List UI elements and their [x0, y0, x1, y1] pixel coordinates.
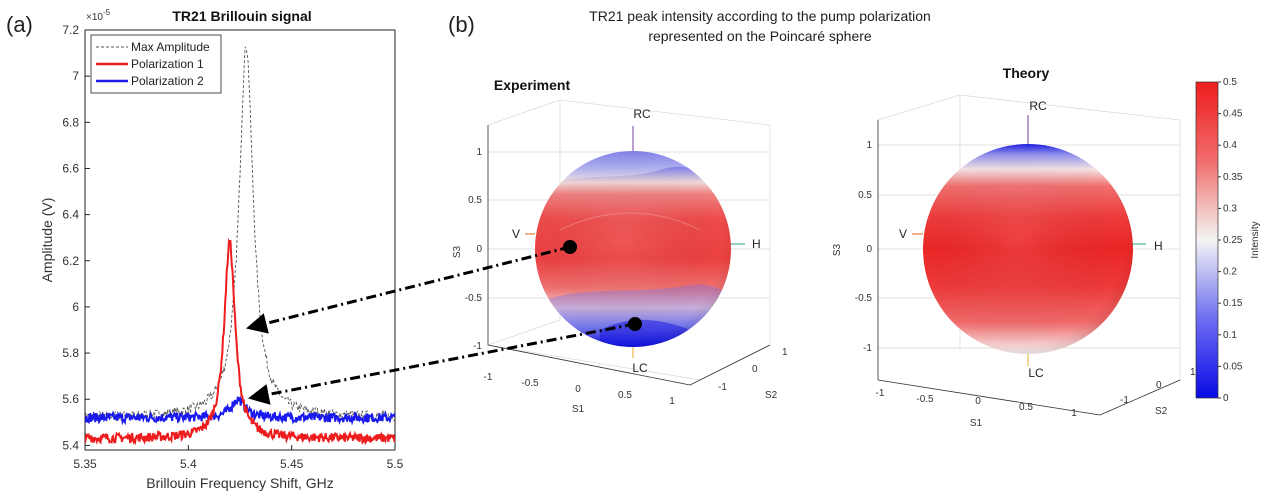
y-tick-label: 6.4: [62, 208, 79, 222]
x-tick-label: 5.35: [73, 457, 97, 471]
series-polarization-2: [85, 396, 395, 426]
y-tick-label: 5.4: [62, 438, 79, 452]
connector-arrows: [245, 245, 636, 405]
exp-s1-tick-neg1: -1: [484, 372, 493, 383]
exp-s3-label: S3: [452, 245, 463, 258]
chart-a-axes: 5.35 5.4 5.45 5.5 5.4 5.6 5.8 6 6.2 6.4 6.6 6.8 7 7.2: [62, 23, 403, 471]
legend-max-amplitude: Max Amplitude: [131, 40, 210, 54]
chart-a-legend: Max Amplitude Polarization 1 Polarizatio…: [90, 34, 222, 94]
theo-s1-tick-neg05: -0.5: [916, 394, 934, 405]
theo-s3-tick-1: 1: [866, 140, 872, 151]
colorbar-tick-label: 0.25: [1223, 235, 1243, 246]
exp-s3-tick-0: 0: [476, 244, 482, 255]
arrow-polarization-1: [245, 245, 571, 334]
theory-sphere-plot: Theory RC LC V H 1: [832, 65, 1196, 429]
series-polarization-1: [85, 237, 395, 446]
colorbar: 0.5 0.45 0.4 0.35 0.3 0.25 0.2 0.15 0.1 0.05 0 Int…: [1195, 77, 1261, 404]
colorbar-tick-label: 0.45: [1223, 109, 1243, 120]
exp-s3-tick-0.5: 0.5: [468, 195, 482, 206]
experiment-sphere-plot: Experiment: [452, 77, 788, 415]
exp-s2-tick-0: 0: [752, 364, 758, 375]
experiment-pole-h: H: [752, 237, 761, 251]
exp-s2-tick--1: -1: [718, 382, 727, 393]
exp-s1-label: S1: [572, 404, 585, 415]
chart-a-title: TR21 Brillouin signal: [172, 8, 311, 24]
colorbar-tick-label: 0: [1223, 393, 1229, 404]
colorbar-tick-label: 0.5: [1223, 77, 1237, 88]
y-tick-label: 6: [72, 300, 79, 314]
exp-s3-tick--0.5: -0.5: [465, 293, 483, 304]
theo-s3-tick--0.5: -0.5: [855, 293, 873, 304]
colorbar-gradient: [1195, 81, 1219, 399]
theory-axes: [877, 120, 1181, 416]
exp-s2-label: S2: [765, 390, 778, 401]
theo-s1-tick-05: 0.5: [1019, 402, 1033, 413]
theo-s1-label: S1: [970, 418, 983, 429]
experiment-axes: [487, 125, 771, 386]
x-tick-label: 5.5: [387, 457, 404, 471]
theo-s3-label: S3: [832, 243, 843, 256]
y-tick-label: 7.2: [62, 23, 79, 37]
theo-s2-tick--1: -1: [1120, 395, 1129, 406]
theory-pole-v: V: [899, 227, 907, 241]
experiment-pole-v: V: [512, 227, 520, 241]
x-tick-label: 5.45: [280, 457, 304, 471]
colorbar-tick-label: 0.2: [1223, 267, 1237, 278]
theory-pole-h: H: [1154, 239, 1163, 253]
y-tick-label: 6.8: [62, 115, 79, 129]
legend-polarization-2: Polarization 2: [131, 74, 204, 88]
experiment-pole-rc: RC: [633, 107, 651, 121]
theo-s2-tick-0: 0: [1156, 380, 1162, 391]
exp-s1-tick-neg05: -0.5: [521, 378, 539, 389]
colorbar-tick-label: 0.4: [1223, 140, 1237, 151]
theo-s1-tick-0: 0: [975, 396, 981, 407]
colorbar-tick-label: 0.15: [1223, 298, 1243, 309]
panel-b-title-line2: represented on the Poincaré sphere: [648, 28, 872, 44]
exp-s1-tick-1: 1: [669, 396, 675, 407]
theo-s1-tick-neg1: -1: [876, 388, 885, 399]
experiment-sphere-shading: [535, 151, 731, 347]
y-tick-label: 6.2: [62, 254, 79, 268]
panel-a-label: (a): [6, 12, 33, 37]
chart-a-series-group: [85, 46, 395, 446]
colorbar-tick-label: 0.3: [1223, 203, 1237, 214]
exp-s2-tick-1: 1: [782, 347, 788, 358]
exp-s1-tick-0: 0: [575, 384, 581, 395]
exp-s1-tick-05: 0.5: [618, 390, 632, 401]
y-tick-label: 7: [72, 69, 79, 83]
panel-b-label: (b): [448, 12, 475, 37]
y-tick-label: 5.6: [62, 392, 79, 406]
theory-pole-rc: RC: [1029, 99, 1047, 113]
theory-sphere-shading: [923, 144, 1133, 354]
experiment-pole-lc: LC: [632, 361, 648, 375]
legend-polarization-1: Polarization 1: [131, 57, 204, 71]
colorbar-tick-label: 0.35: [1223, 172, 1243, 183]
y-tick-label: 6.6: [62, 161, 79, 175]
x-tick-label: 5.4: [180, 457, 197, 471]
exp-s3-tick-1: 1: [476, 147, 482, 158]
theo-s3-tick-0.5: 0.5: [858, 190, 872, 201]
colorbar-tick-label: 0.05: [1223, 361, 1243, 372]
panel-b-title-line1: TR21 peak intensity according to the pum…: [589, 8, 931, 24]
theo-s1-tick-1: 1: [1071, 408, 1077, 419]
theory-pole-lc: LC: [1028, 366, 1044, 380]
theo-s2-tick-1: 1: [1190, 367, 1196, 378]
y-exponent-label: ×10-5: [86, 8, 111, 23]
arrow-polarization-2: [247, 322, 636, 405]
colorbar-tick-label: 0.1: [1223, 330, 1237, 341]
colorbar-ticks: 0.5 0.45 0.4 0.35 0.3 0.25 0.2 0.15 0.1 0.05 0: [1218, 77, 1243, 404]
y-tick-label: 5.8: [62, 346, 79, 360]
exp-s3-tick--1: -1: [473, 341, 482, 352]
colorbar-label: Intensity: [1250, 221, 1261, 258]
theo-s2-label: S2: [1155, 406, 1168, 417]
theo-s3-tick-0: 0: [866, 244, 872, 255]
experiment-title: Experiment: [494, 77, 571, 93]
chart-a-y-axis-label: Amplitude (V): [39, 198, 55, 283]
theo-s3-tick--1: -1: [863, 343, 872, 354]
theory-title: Theory: [1003, 65, 1050, 81]
chart-a-x-axis-label: Brillouin Frequency Shift, GHz: [146, 475, 334, 491]
